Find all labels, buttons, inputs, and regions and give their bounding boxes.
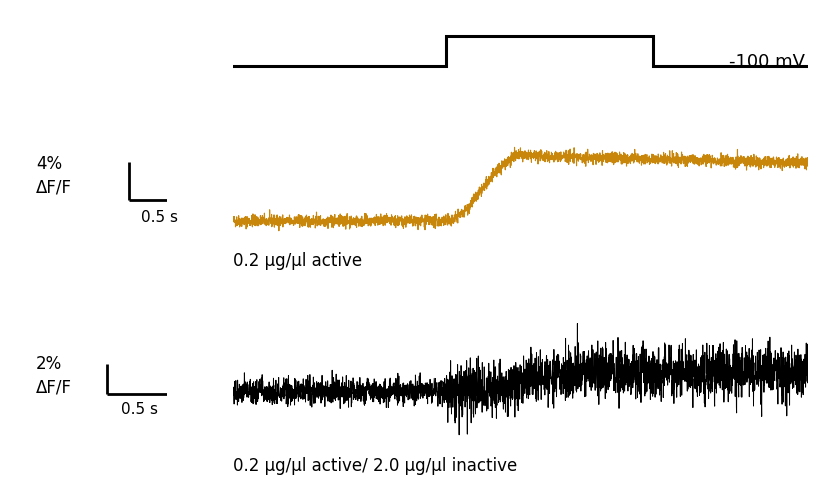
Text: ΔF/F: ΔF/F: [36, 379, 72, 397]
Text: 0.2 μg/μl active: 0.2 μg/μl active: [233, 251, 362, 270]
Text: 2%: 2%: [36, 355, 62, 373]
Text: 0.5 s: 0.5 s: [141, 210, 177, 225]
Text: ΔF/F: ΔF/F: [36, 179, 72, 197]
Text: -100 mV: -100 mV: [729, 53, 806, 71]
Text: 4%: 4%: [36, 155, 62, 174]
Text: 0.2 μg/μl active/ 2.0 μg/μl inactive: 0.2 μg/μl active/ 2.0 μg/μl inactive: [233, 457, 517, 475]
Text: 0.5 s: 0.5 s: [122, 402, 158, 417]
